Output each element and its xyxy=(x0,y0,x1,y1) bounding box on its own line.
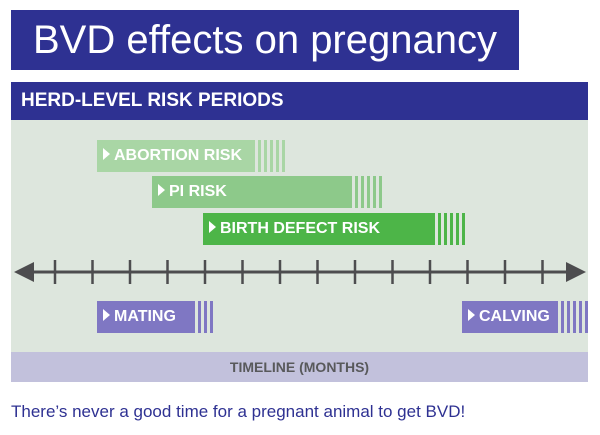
play-triangle-icon xyxy=(103,148,110,161)
fade-stripe xyxy=(379,176,382,208)
mating-marker: MATING xyxy=(97,301,195,333)
abortion-risk-label: ABORTION RISK xyxy=(114,147,242,164)
calving-fade xyxy=(558,301,588,333)
birth-defect-risk-fade xyxy=(435,213,467,245)
fade-stripe xyxy=(456,213,459,245)
fade-stripe xyxy=(270,140,273,172)
timeline-label: TIMELINE (MONTHS) xyxy=(11,352,588,382)
axis-left-arrow-icon xyxy=(14,262,34,282)
fade-stripe xyxy=(276,140,279,172)
fade-stripe xyxy=(367,176,370,208)
mating-fade xyxy=(195,301,217,333)
fade-stripe xyxy=(264,140,267,172)
fade-stripe xyxy=(258,140,261,172)
pi-risk-bar: PI RISK xyxy=(152,176,352,208)
fade-stripe xyxy=(198,301,201,333)
panel-header: HERD-LEVEL RISK PERIODS xyxy=(11,82,588,120)
birth-defect-risk-label: BIRTH DEFECT RISK xyxy=(220,220,380,237)
pi-risk-label: PI RISK xyxy=(169,183,227,200)
caption: There’s never a good time for a pregnant… xyxy=(11,402,466,421)
abortion-risk-fade xyxy=(255,140,285,172)
play-triangle-icon xyxy=(103,309,110,322)
fade-stripe xyxy=(450,213,453,245)
pi-risk-fade xyxy=(352,176,384,208)
birth-defect-risk-bar: BIRTH DEFECT RISK xyxy=(203,213,435,245)
page-title: BVD effects on pregnancy xyxy=(11,10,519,70)
fade-stripe xyxy=(585,301,588,333)
play-triangle-icon xyxy=(468,309,475,322)
axis-ticks xyxy=(53,260,544,284)
fade-stripe xyxy=(573,301,576,333)
abortion-risk-bar: ABORTION RISK xyxy=(97,140,255,172)
axis-right-arrow-icon xyxy=(566,262,586,282)
fade-stripe xyxy=(567,301,570,333)
fade-stripe xyxy=(204,301,207,333)
fade-stripe xyxy=(579,301,582,333)
calving-marker: CALVING xyxy=(462,301,558,333)
fade-stripe xyxy=(282,140,285,172)
play-triangle-icon xyxy=(209,221,216,234)
mating-label: MATING xyxy=(114,308,176,325)
fade-stripe xyxy=(561,301,564,333)
fade-stripe xyxy=(361,176,364,208)
fade-stripe xyxy=(444,213,447,245)
calving-label: CALVING xyxy=(479,308,550,325)
fade-stripe xyxy=(373,176,376,208)
fade-stripe xyxy=(355,176,358,208)
fade-stripe xyxy=(462,213,465,245)
fade-stripe xyxy=(438,213,441,245)
fade-stripe xyxy=(210,301,213,333)
play-triangle-icon xyxy=(158,184,165,197)
